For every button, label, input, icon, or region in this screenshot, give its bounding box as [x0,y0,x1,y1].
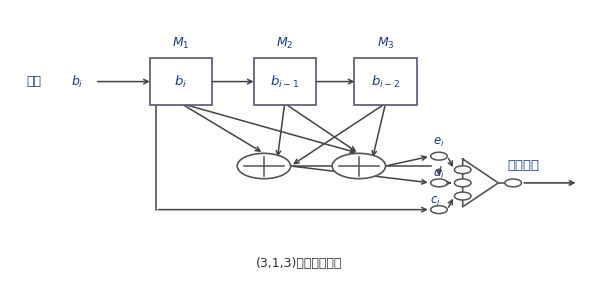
Circle shape [237,153,291,179]
FancyBboxPatch shape [253,58,316,105]
FancyBboxPatch shape [150,58,212,105]
Text: $M_2$: $M_2$ [276,36,294,51]
Text: $c_i$: $c_i$ [430,195,441,208]
Circle shape [332,153,386,179]
Text: $b_i$: $b_i$ [174,73,187,90]
Text: $M_3$: $M_3$ [377,36,394,51]
Text: $b_{i-1}$: $b_{i-1}$ [270,73,300,90]
Text: 输入: 输入 [26,75,41,88]
Circle shape [505,179,522,187]
Text: $M_1$: $M_1$ [172,36,189,51]
Text: $b_i$: $b_i$ [71,73,83,90]
FancyBboxPatch shape [355,58,417,105]
Text: $e_i$: $e_i$ [433,136,444,149]
Text: $b_{i-2}$: $b_{i-2}$ [371,73,400,90]
Circle shape [431,179,447,187]
Text: (3,1,3)卷积码编码器: (3,1,3)卷积码编码器 [256,257,343,270]
Text: $d_i$: $d_i$ [433,165,444,181]
Circle shape [455,179,471,187]
Circle shape [455,192,471,200]
Circle shape [431,152,447,160]
Text: 编码输出: 编码输出 [507,159,539,172]
Circle shape [431,206,447,214]
Circle shape [455,166,471,174]
